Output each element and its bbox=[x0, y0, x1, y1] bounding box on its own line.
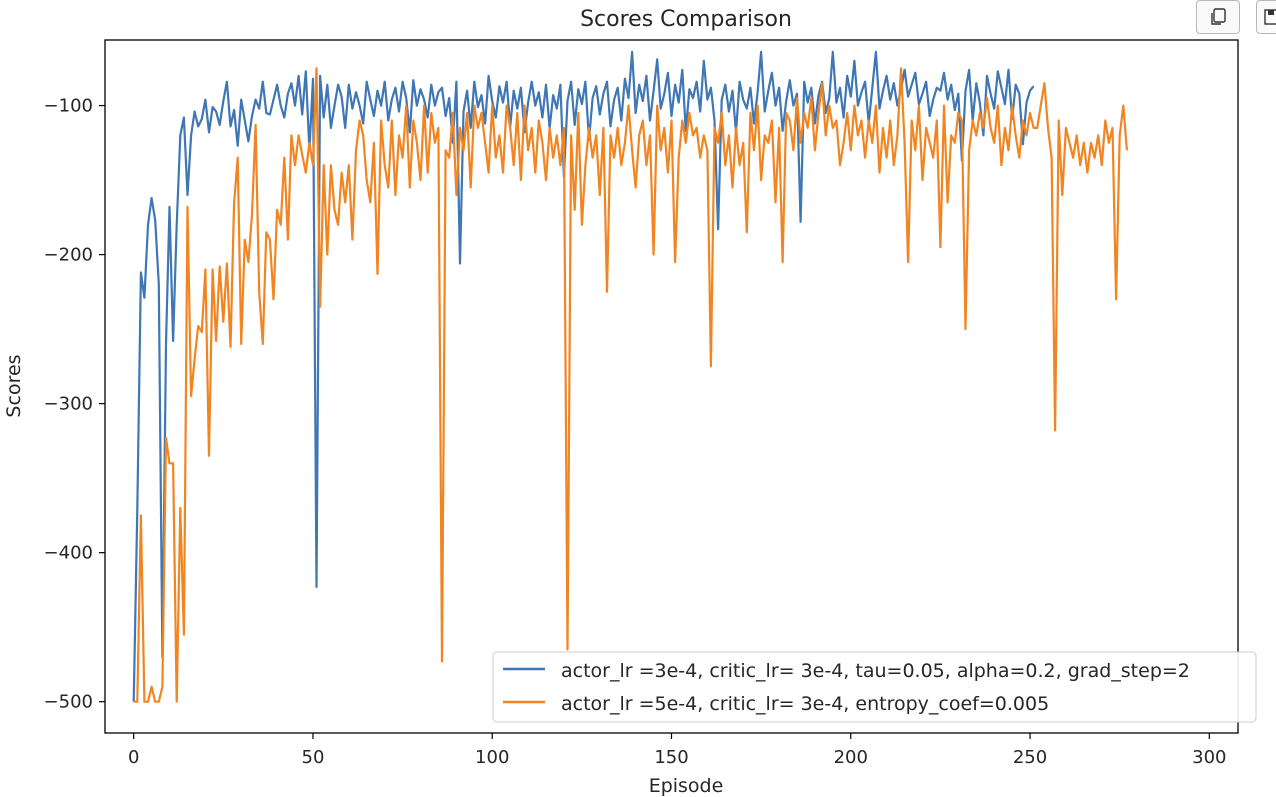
y-tick-label: −300 bbox=[44, 394, 93, 415]
save-icon bbox=[1264, 9, 1276, 25]
series-layer bbox=[132, 50, 1128, 703]
x-tick-label: 0 bbox=[128, 747, 139, 768]
y-tick-label: −200 bbox=[44, 245, 93, 266]
save-button[interactable] bbox=[1256, 0, 1276, 34]
legend-label-series-2: actor_lr =5e-4, critic_lr= 3e-4, entropy… bbox=[561, 693, 1049, 715]
series-line-2 bbox=[133, 67, 1128, 703]
x-tick-label: 200 bbox=[834, 747, 868, 768]
x-tick-label: 100 bbox=[475, 747, 509, 768]
copy-icon bbox=[1211, 8, 1226, 25]
x-tick-label: 50 bbox=[302, 747, 325, 768]
series-line-1 bbox=[132, 50, 1035, 702]
x-tick-label: 150 bbox=[654, 747, 688, 768]
x-tick-label: 300 bbox=[1192, 747, 1226, 768]
x-tick-label: 250 bbox=[1013, 747, 1047, 768]
x-axis: 0 50 100 150 200 250 300 bbox=[128, 733, 1226, 768]
y-tick-label: −500 bbox=[44, 692, 93, 713]
y-tick-label: −100 bbox=[44, 96, 93, 117]
legend-frame bbox=[492, 651, 1257, 723]
y-tick-label: −400 bbox=[44, 543, 93, 564]
legend: actor_lr =3e-4, critic_lr= 3e-4, tau=0.0… bbox=[492, 651, 1257, 723]
copy-button[interactable] bbox=[1196, 0, 1240, 34]
legend-label-series-1: actor_lr =3e-4, critic_lr= 3e-4, tau=0.0… bbox=[561, 660, 1190, 682]
y-axis-label: Scores bbox=[3, 354, 25, 417]
chart-title: Scores Comparison bbox=[580, 7, 792, 32]
x-axis-label: Episode bbox=[649, 775, 724, 797]
y-axis: −100 −200 −300 −400 −500 bbox=[44, 96, 105, 713]
